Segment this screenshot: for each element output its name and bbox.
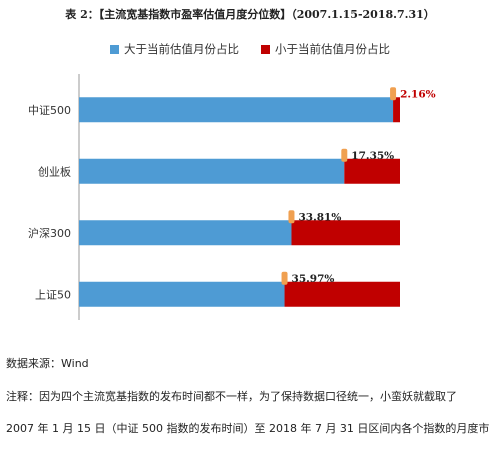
bar-greater-1 — [79, 158, 345, 184]
chart-title: 表 2：【主流宽基指数市盈率估值月度分位数】（2007.1.15-2018.7.… — [65, 8, 435, 21]
bar-greater-3 — [79, 281, 285, 307]
data-label-0: 2.16% — [400, 88, 436, 100]
legend-label-less: 小于当前估值月份占比 — [275, 42, 390, 56]
chart-legend: 大于当前估值月份占比 小于当前估值月份占比 — [0, 41, 500, 57]
data-marker-3 — [281, 271, 288, 285]
legend-swatch-greater — [110, 44, 119, 54]
data-label-2: 33.81% — [298, 211, 341, 223]
category-label-2: 沪深300 — [28, 226, 71, 240]
legend-swatch-less — [261, 44, 270, 54]
data-marker-1 — [341, 148, 348, 162]
legend-label-greater: 大于当前估值月份占比 — [124, 42, 239, 56]
bar-greater-0 — [79, 97, 394, 123]
bar-chart: 中证500 2.16% 创业板 17.35% 沪深300 33.81% 上证50 35.97% — [28, 74, 436, 320]
footnote-line-1: 注释：因为四个主流宽基指数的发布时间都不一样，为了保持数据口径统一，小蛮妖就截取… — [6, 390, 457, 403]
bar-less-0 — [393, 97, 400, 123]
category-label-0: 中证500 — [28, 104, 71, 117]
data-source: 数据来源：Wind — [6, 357, 89, 370]
data-marker-0 — [390, 87, 397, 101]
bar-greater-2 — [79, 220, 292, 246]
footnote-line-2: 2007 年 1 月 15 日（中证 500 指数的发布时间）至 2018 年 … — [6, 422, 490, 435]
data-label-1: 17.35% — [351, 150, 394, 162]
legend-item-less: 小于当前估值月份占比 — [261, 41, 390, 57]
category-label-3: 上证50 — [35, 288, 71, 301]
data-marker-2 — [288, 210, 295, 224]
bar-less-1 — [344, 158, 400, 184]
data-label-3: 35.97% — [292, 273, 335, 285]
bar-less-2 — [291, 220, 400, 246]
bar-less-3 — [284, 281, 400, 307]
legend-item-greater: 大于当前估值月份占比 — [110, 41, 239, 57]
category-label-1: 创业板 — [38, 164, 71, 178]
